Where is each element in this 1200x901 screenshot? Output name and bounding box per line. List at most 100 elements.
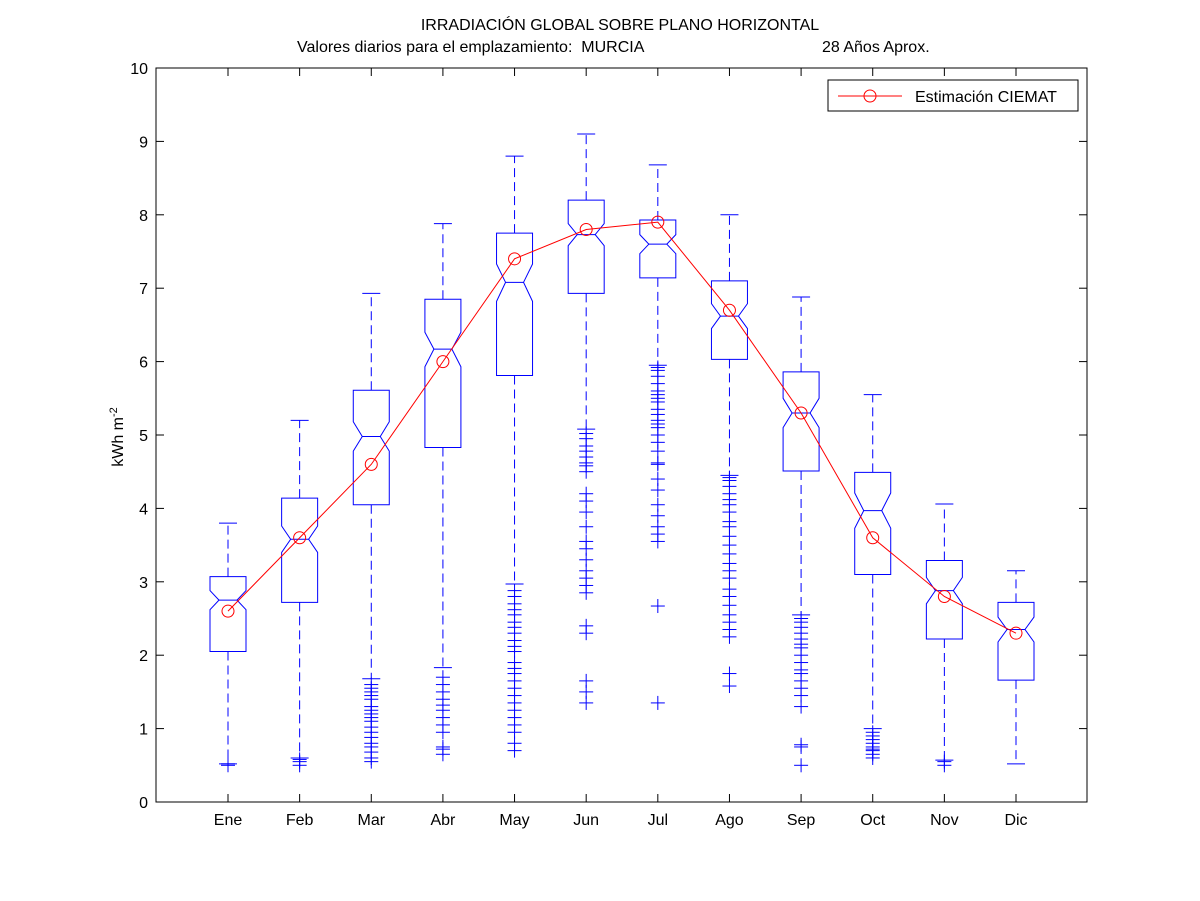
box-notched-body bbox=[424, 298, 462, 448]
x-tick-label: Ene bbox=[214, 812, 243, 829]
x-tick-label: Dic bbox=[1004, 812, 1027, 829]
box-notched-body bbox=[496, 232, 534, 377]
box-notched-body bbox=[281, 497, 319, 603]
estimate-point-jul bbox=[651, 215, 665, 229]
y-tick-label: 6 bbox=[139, 355, 148, 372]
outlier-marker bbox=[650, 455, 665, 470]
x-tick-label: Jul bbox=[648, 812, 668, 829]
y-tick-label: 9 bbox=[139, 134, 148, 151]
outlier-marker bbox=[650, 360, 665, 375]
box-plot-sep bbox=[782, 296, 820, 773]
outlier-marker bbox=[722, 679, 737, 694]
outlier-marker bbox=[579, 486, 594, 501]
chart-title: IRRADIACIÓN GLOBAL SOBRE PLANO HORIZONTA… bbox=[420, 17, 820, 34]
outlier-marker bbox=[650, 599, 665, 614]
x-tick-label: Feb bbox=[286, 812, 314, 829]
outlier-marker bbox=[650, 695, 665, 710]
y-tick-label: 5 bbox=[139, 428, 148, 445]
estimate-point-ago bbox=[722, 303, 736, 317]
x-tick-label: Abr bbox=[430, 812, 456, 829]
y-tick-label: 1 bbox=[139, 722, 148, 739]
outlier-marker bbox=[794, 611, 809, 626]
outlier-marker bbox=[650, 497, 665, 512]
estimate-point-jun bbox=[579, 222, 593, 236]
box-plot-feb bbox=[281, 419, 319, 773]
y-tick-label: 3 bbox=[139, 575, 148, 592]
x-tick-label: Ago bbox=[715, 812, 744, 829]
x-tick-label: May bbox=[499, 812, 529, 829]
estimate-line bbox=[227, 221, 1017, 634]
x-tick-label: Sep bbox=[787, 812, 816, 829]
estimate-point-oct bbox=[866, 531, 880, 545]
box-notched-body bbox=[997, 601, 1035, 681]
box-plot-dic bbox=[997, 570, 1035, 765]
chart-subtitle-years: 28 Años Aprox. bbox=[822, 39, 930, 56]
box-notched-body bbox=[639, 219, 677, 279]
outlier-marker bbox=[650, 472, 665, 487]
x-tick-label: Mar bbox=[357, 812, 385, 829]
outlier-marker bbox=[579, 426, 594, 441]
y-tick-label: 10 bbox=[130, 61, 148, 78]
outlier-marker bbox=[865, 725, 880, 740]
y-tick-label: 4 bbox=[139, 501, 148, 518]
outlier-marker bbox=[435, 670, 450, 685]
outlier-marker bbox=[292, 752, 307, 767]
estimate-point-ene bbox=[221, 604, 235, 618]
y-axis-label-superscript: -2 bbox=[108, 407, 120, 417]
estimate-point-mar bbox=[364, 457, 378, 471]
x-tick-label: Oct bbox=[860, 812, 885, 829]
outlier-marker bbox=[507, 583, 522, 598]
box-plot-may bbox=[496, 155, 534, 758]
box-notched-body bbox=[567, 199, 605, 294]
outlier-marker bbox=[579, 618, 594, 633]
y-tick-label: 8 bbox=[139, 208, 148, 225]
legend-label: Estimación CIEMAT bbox=[915, 89, 1057, 106]
y-tick-label: 7 bbox=[139, 281, 148, 298]
outlier-marker bbox=[722, 666, 737, 681]
outlier-marker bbox=[722, 470, 737, 485]
box-plot-jul bbox=[639, 164, 677, 710]
estimate-point-may bbox=[508, 252, 522, 266]
box-notched-body bbox=[710, 280, 748, 360]
estimate-point-sep bbox=[794, 406, 808, 420]
estimate-point-nov bbox=[937, 589, 951, 603]
outlier-marker bbox=[579, 534, 594, 549]
estimate-point-abr bbox=[436, 355, 450, 369]
y-axis-label-base: kWh m bbox=[110, 417, 127, 467]
box-plots bbox=[209, 133, 1035, 773]
x-tick-label: Nov bbox=[930, 812, 958, 829]
legend: Estimación CIEMAT bbox=[827, 79, 1079, 112]
box-notched-body bbox=[854, 471, 892, 575]
box-notched-body bbox=[209, 576, 247, 653]
y-axis-label: kWh m-2 bbox=[108, 407, 127, 467]
box-notched-body bbox=[925, 560, 963, 640]
outlier-marker bbox=[221, 756, 235, 771]
outlier-marker bbox=[579, 673, 594, 688]
outlier-marker bbox=[794, 758, 809, 773]
box-plot-mar bbox=[352, 292, 390, 769]
axes: 0 1 2 3 4 5 6 7 8 9 10 Ene Feb Mar Abr May Jun Jul Ago Sep O… bbox=[130, 61, 1088, 829]
outlier-marker bbox=[435, 739, 450, 754]
plot-frame bbox=[155, 67, 1088, 803]
box-plot-oct bbox=[854, 394, 892, 765]
box-notched-body bbox=[782, 371, 820, 472]
box-plot-jun bbox=[567, 133, 605, 710]
y-tick-label: 0 bbox=[139, 795, 148, 812]
outlier-marker bbox=[937, 754, 952, 769]
estimate-series bbox=[221, 215, 1023, 640]
legend-circle-marker bbox=[863, 89, 877, 103]
outlier-marker bbox=[794, 737, 809, 752]
outlier-marker bbox=[364, 677, 379, 692]
box-plot-ago bbox=[710, 214, 748, 694]
box-notched-body bbox=[352, 389, 390, 506]
x-tick-label: Jun bbox=[573, 812, 599, 829]
box-plot-ene bbox=[209, 522, 247, 773]
box-plot-nov bbox=[925, 503, 963, 773]
y-tick-label: 2 bbox=[139, 648, 148, 665]
estimate-point-dic bbox=[1009, 626, 1023, 640]
outlier-marker bbox=[579, 519, 594, 534]
chart-subtitle-location: Valores diarios para el emplazamiento: M… bbox=[297, 39, 645, 56]
box-plot-abr bbox=[424, 223, 462, 762]
